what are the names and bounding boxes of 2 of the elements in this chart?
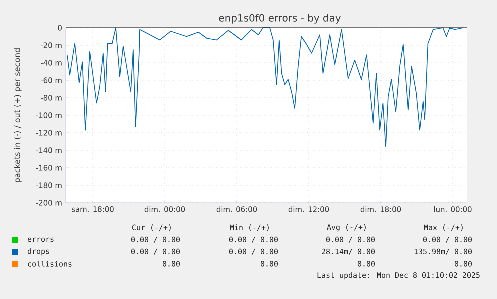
line-series — [67, 28, 464, 148]
chart-title: enp1s0f0 errors - by day — [219, 14, 342, 24]
